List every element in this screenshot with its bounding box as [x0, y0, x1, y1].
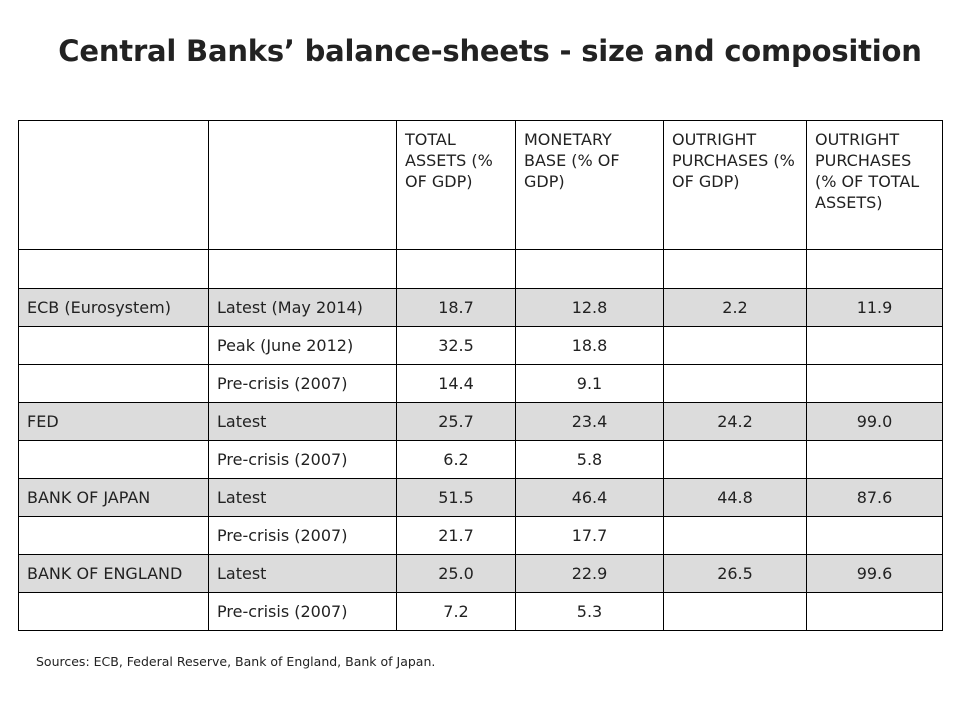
empty-cell [208, 249, 397, 289]
bank-cell [18, 440, 209, 479]
table-row: Pre-crisis (2007) 14.4 9.1 [18, 364, 943, 403]
empty-cell [663, 249, 807, 289]
bank-cell [18, 516, 209, 555]
outright-purchases-assets-cell: 87.6 [806, 478, 943, 517]
monetary-base-cell: 9.1 [515, 364, 664, 403]
bank-cell [18, 326, 209, 365]
total-assets-cell: 25.0 [396, 554, 516, 593]
outright-purchases-assets-cell [806, 364, 943, 403]
bank-cell: BANK OF ENGLAND [18, 554, 209, 593]
outright-purchases-gdp-cell: 26.5 [663, 554, 807, 593]
empty-cell [806, 249, 943, 289]
table-row: Peak (June 2012) 32.5 18.8 [18, 326, 943, 365]
header-cell-outright-purchases-gdp: OUTRIGHT PURCHASES (% OF GDP) [663, 120, 807, 250]
balance-sheet-table: TOTAL ASSETS (% OF GDP) MONETARY BASE (%… [18, 120, 943, 631]
table-row: Pre-crisis (2007) 7.2 5.3 [18, 592, 943, 631]
outright-purchases-gdp-cell: 2.2 [663, 288, 807, 327]
empty-cell [18, 249, 209, 289]
outright-purchases-assets-cell [806, 440, 943, 479]
outright-purchases-assets-cell [806, 326, 943, 365]
sources-note: Sources: ECB, Federal Reserve, Bank of E… [36, 654, 436, 669]
total-assets-cell: 7.2 [396, 592, 516, 631]
bank-cell: FED [18, 402, 209, 441]
empty-cell [515, 249, 664, 289]
header-cell-period [208, 120, 397, 250]
total-assets-cell: 21.7 [396, 516, 516, 555]
table-row: BANK OF ENGLAND Latest 25.0 22.9 26.5 99.6 [18, 554, 943, 593]
table-row: Pre-crisis (2007) 21.7 17.7 [18, 516, 943, 555]
period-cell: Pre-crisis (2007) [208, 364, 397, 403]
period-cell: Latest [208, 554, 397, 593]
monetary-base-cell: 5.3 [515, 592, 664, 631]
monetary-base-cell: 17.7 [515, 516, 664, 555]
outright-purchases-gdp-cell [663, 326, 807, 365]
outright-purchases-gdp-cell: 44.8 [663, 478, 807, 517]
monetary-base-cell: 22.9 [515, 554, 664, 593]
header-cell-outright-purchases-assets: OUTRIGHT PURCHASES (% OF TOTAL ASSETS) [806, 120, 943, 250]
page-title: Central Banks’ balance-sheets - size and… [58, 34, 922, 68]
outright-purchases-gdp-cell: 24.2 [663, 402, 807, 441]
total-assets-cell: 51.5 [396, 478, 516, 517]
monetary-base-cell: 18.8 [515, 326, 664, 365]
total-assets-cell: 25.7 [396, 402, 516, 441]
outright-purchases-assets-cell [806, 592, 943, 631]
header-cell-total-assets: TOTAL ASSETS (% OF GDP) [396, 120, 516, 250]
outright-purchases-assets-cell: 99.0 [806, 402, 943, 441]
total-assets-cell: 6.2 [396, 440, 516, 479]
table-row: ECB (Eurosystem) Latest (May 2014) 18.7 12.… [18, 288, 943, 327]
period-cell: Latest (May 2014) [208, 288, 397, 327]
header-cell-bank [18, 120, 209, 250]
outright-purchases-assets-cell: 11.9 [806, 288, 943, 327]
table-header-row: TOTAL ASSETS (% OF GDP) MONETARY BASE (%… [18, 120, 943, 250]
header-cell-monetary-base: MONETARY BASE (% OF GDP) [515, 120, 664, 250]
outright-purchases-gdp-cell [663, 516, 807, 555]
outright-purchases-gdp-cell [663, 364, 807, 403]
period-cell: Latest [208, 478, 397, 517]
empty-row [18, 249, 943, 289]
bank-cell: ECB (Eurosystem) [18, 288, 209, 327]
period-cell: Pre-crisis (2007) [208, 592, 397, 631]
outright-purchases-assets-cell [806, 516, 943, 555]
period-cell: Latest [208, 402, 397, 441]
monetary-base-cell: 12.8 [515, 288, 664, 327]
outright-purchases-gdp-cell [663, 592, 807, 631]
table-row: FED Latest 25.7 23.4 24.2 99.0 [18, 402, 943, 441]
period-cell: Peak (June 2012) [208, 326, 397, 365]
monetary-base-cell: 5.8 [515, 440, 664, 479]
monetary-base-cell: 23.4 [515, 402, 664, 441]
outright-purchases-gdp-cell [663, 440, 807, 479]
total-assets-cell: 32.5 [396, 326, 516, 365]
table-row: BANK OF JAPAN Latest 51.5 46.4 44.8 87.6 [18, 478, 943, 517]
bank-cell [18, 592, 209, 631]
total-assets-cell: 14.4 [396, 364, 516, 403]
bank-cell [18, 364, 209, 403]
period-cell: Pre-crisis (2007) [208, 440, 397, 479]
total-assets-cell: 18.7 [396, 288, 516, 327]
monetary-base-cell: 46.4 [515, 478, 664, 517]
empty-cell [396, 249, 516, 289]
period-cell: Pre-crisis (2007) [208, 516, 397, 555]
outright-purchases-assets-cell: 99.6 [806, 554, 943, 593]
table-row: Pre-crisis (2007) 6.2 5.8 [18, 440, 943, 479]
bank-cell: BANK OF JAPAN [18, 478, 209, 517]
